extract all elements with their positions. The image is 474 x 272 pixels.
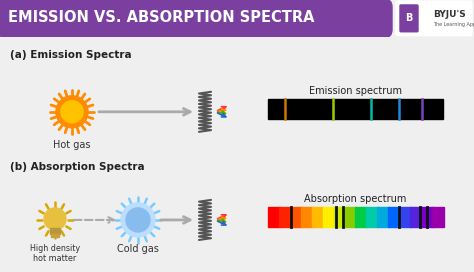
Bar — [279, 207, 291, 227]
Text: Emission spectrum: Emission spectrum — [309, 86, 402, 96]
FancyBboxPatch shape — [0, 0, 392, 38]
Text: Absorption spectrum: Absorption spectrum — [304, 194, 407, 204]
Text: High density
hot matter: High density hot matter — [30, 244, 80, 263]
Bar — [388, 207, 400, 227]
Text: Hot gas: Hot gas — [53, 140, 91, 150]
Bar — [345, 207, 356, 227]
Bar — [268, 99, 443, 119]
Circle shape — [61, 101, 83, 123]
Bar — [432, 207, 444, 227]
Bar — [50, 228, 60, 234]
Bar — [421, 207, 433, 227]
Bar — [301, 207, 312, 227]
Text: (a) Emission Spectra: (a) Emission Spectra — [10, 50, 132, 60]
Text: EMISSION VS. ABSORPTION SPECTRA: EMISSION VS. ABSORPTION SPECTRA — [8, 10, 315, 25]
Bar — [399, 207, 411, 227]
Bar — [356, 207, 367, 227]
Circle shape — [121, 203, 155, 237]
Text: (b) Absorption Spectra: (b) Absorption Spectra — [10, 162, 145, 172]
Bar — [323, 207, 335, 227]
Text: The Learning App: The Learning App — [433, 22, 474, 27]
Bar — [51, 234, 59, 237]
Bar — [268, 207, 280, 227]
Circle shape — [56, 96, 88, 128]
FancyBboxPatch shape — [400, 5, 418, 32]
Bar — [334, 207, 346, 227]
Circle shape — [126, 208, 150, 232]
Text: B: B — [405, 13, 413, 23]
Bar — [377, 207, 389, 227]
FancyBboxPatch shape — [396, 1, 472, 36]
Text: Cold gas: Cold gas — [117, 244, 159, 254]
Bar — [290, 207, 301, 227]
Circle shape — [44, 208, 66, 230]
Bar — [312, 207, 323, 227]
Bar — [366, 207, 378, 227]
Bar — [410, 207, 422, 227]
Text: BYJU'S: BYJU'S — [433, 10, 466, 19]
